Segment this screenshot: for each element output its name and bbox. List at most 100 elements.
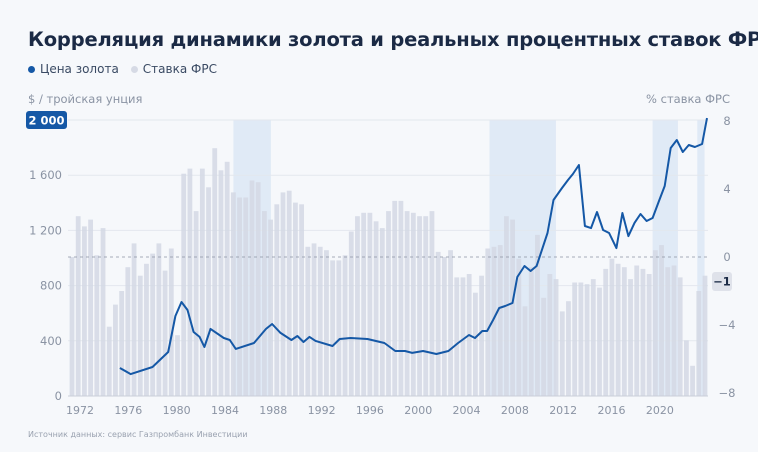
legend-label-gold: Цена золота bbox=[40, 62, 119, 76]
rate-bar bbox=[373, 221, 379, 396]
rate-bar bbox=[361, 212, 367, 396]
rate-bar bbox=[659, 245, 664, 396]
rate-bar bbox=[646, 274, 652, 396]
shaded-period bbox=[697, 120, 705, 396]
rate-bar bbox=[553, 279, 559, 396]
rate-bar bbox=[330, 260, 336, 396]
rate-bar bbox=[454, 277, 460, 396]
rate-bar bbox=[224, 161, 230, 396]
right-tick-label: 0 bbox=[723, 250, 730, 264]
rate-bar bbox=[237, 197, 242, 396]
x-tick-label: 1976 bbox=[114, 404, 142, 417]
right-axis-title: % ставка ФРС bbox=[646, 92, 730, 106]
rate-bar bbox=[702, 275, 708, 396]
rate-bar bbox=[460, 277, 466, 396]
rate-bar bbox=[156, 243, 162, 396]
rate-bar bbox=[75, 216, 81, 396]
rate-bar bbox=[274, 204, 280, 396]
left-tick-label: 800 bbox=[40, 279, 62, 293]
rate-bar bbox=[125, 267, 131, 396]
rate-bar bbox=[243, 197, 249, 396]
rate-bar bbox=[230, 192, 236, 396]
legend-dot-gold-icon bbox=[28, 65, 35, 73]
left-axis-title: $ / тройская унция bbox=[28, 92, 143, 106]
rate-bar bbox=[206, 187, 211, 396]
rate-bar bbox=[566, 301, 571, 396]
right-tick-label: −8 bbox=[719, 386, 736, 400]
rate-bar bbox=[398, 200, 404, 396]
rate-bar bbox=[137, 275, 143, 396]
rate-bar bbox=[218, 170, 224, 396]
rate-bar bbox=[348, 231, 354, 396]
rate-bar bbox=[131, 243, 137, 396]
left-highlight-badge bbox=[26, 111, 67, 129]
rate-bar bbox=[547, 274, 553, 396]
rate-bar bbox=[541, 297, 547, 396]
x-tick-label: 1984 bbox=[211, 404, 239, 417]
rate-bar bbox=[516, 258, 522, 396]
rate-bar bbox=[299, 204, 305, 396]
rate-bar bbox=[510, 219, 516, 396]
x-tick-label: 1972 bbox=[66, 404, 94, 417]
rate-bar bbox=[634, 265, 640, 396]
rate-bar bbox=[535, 234, 540, 396]
x-tick-label: 2020 bbox=[646, 404, 674, 417]
rate-bar bbox=[106, 326, 112, 396]
legend-label-fed-rate: Ставка ФРС bbox=[142, 62, 217, 76]
rate-bar bbox=[336, 260, 342, 396]
rate-bar bbox=[584, 284, 590, 396]
rate-bar bbox=[578, 282, 584, 396]
legend: Цена золота Ставка ФРС bbox=[28, 62, 217, 76]
rate-bar bbox=[88, 219, 94, 396]
rate-bar bbox=[355, 216, 360, 396]
rate-bar bbox=[410, 212, 416, 396]
rate-bar bbox=[261, 211, 267, 396]
x-tick-label: 1988 bbox=[259, 404, 287, 417]
rate-bar bbox=[367, 212, 373, 396]
rate-bar bbox=[485, 248, 491, 396]
left-tick-label: 0 bbox=[55, 389, 62, 403]
x-tick-label: 2016 bbox=[598, 404, 626, 417]
left-tick-label: 1 200 bbox=[29, 223, 62, 237]
rate-bar bbox=[621, 267, 627, 396]
rate-bar bbox=[652, 250, 658, 396]
rate-bar bbox=[162, 270, 168, 396]
rate-bar bbox=[305, 246, 311, 396]
rate-bar bbox=[404, 211, 410, 396]
rate-bar bbox=[119, 291, 125, 396]
rate-bar bbox=[193, 211, 199, 396]
rate-bar bbox=[429, 211, 435, 396]
source-note: Источник данных: сервис Газпромбанк Инве… bbox=[28, 430, 248, 439]
rate-bar bbox=[435, 251, 441, 396]
rate-bar bbox=[293, 202, 298, 396]
x-tick-label: 2008 bbox=[501, 404, 529, 417]
legend-item-fed-rate: Ставка ФРС bbox=[130, 62, 217, 76]
rate-bar bbox=[386, 211, 391, 396]
rate-bar bbox=[168, 248, 174, 396]
rate-bar bbox=[311, 243, 317, 396]
rate-bar bbox=[69, 257, 75, 396]
rate-bar bbox=[491, 246, 497, 396]
rate-bar bbox=[628, 279, 633, 396]
rate-bar bbox=[448, 250, 453, 396]
rate-bar bbox=[286, 190, 292, 396]
rate-bar bbox=[590, 279, 596, 396]
rate-bar bbox=[696, 291, 702, 396]
rate-bar bbox=[572, 282, 578, 396]
right-tick-label: 4 bbox=[723, 182, 730, 196]
gold-price-line bbox=[119, 117, 708, 376]
x-tick-label: 2004 bbox=[453, 404, 481, 417]
rate-bar bbox=[522, 306, 528, 396]
rate-bar bbox=[187, 168, 193, 396]
rate-bar bbox=[212, 148, 218, 396]
rate-bar bbox=[249, 180, 255, 396]
left-tick-label: 400 bbox=[40, 334, 62, 348]
rate-bar bbox=[677, 277, 683, 396]
rate-bar bbox=[665, 267, 671, 396]
rate-bar bbox=[479, 275, 484, 396]
rate-bar bbox=[671, 265, 677, 396]
rate-bar bbox=[255, 182, 261, 396]
right-highlight-label: −1 bbox=[713, 275, 731, 289]
rate-bar bbox=[683, 340, 689, 396]
